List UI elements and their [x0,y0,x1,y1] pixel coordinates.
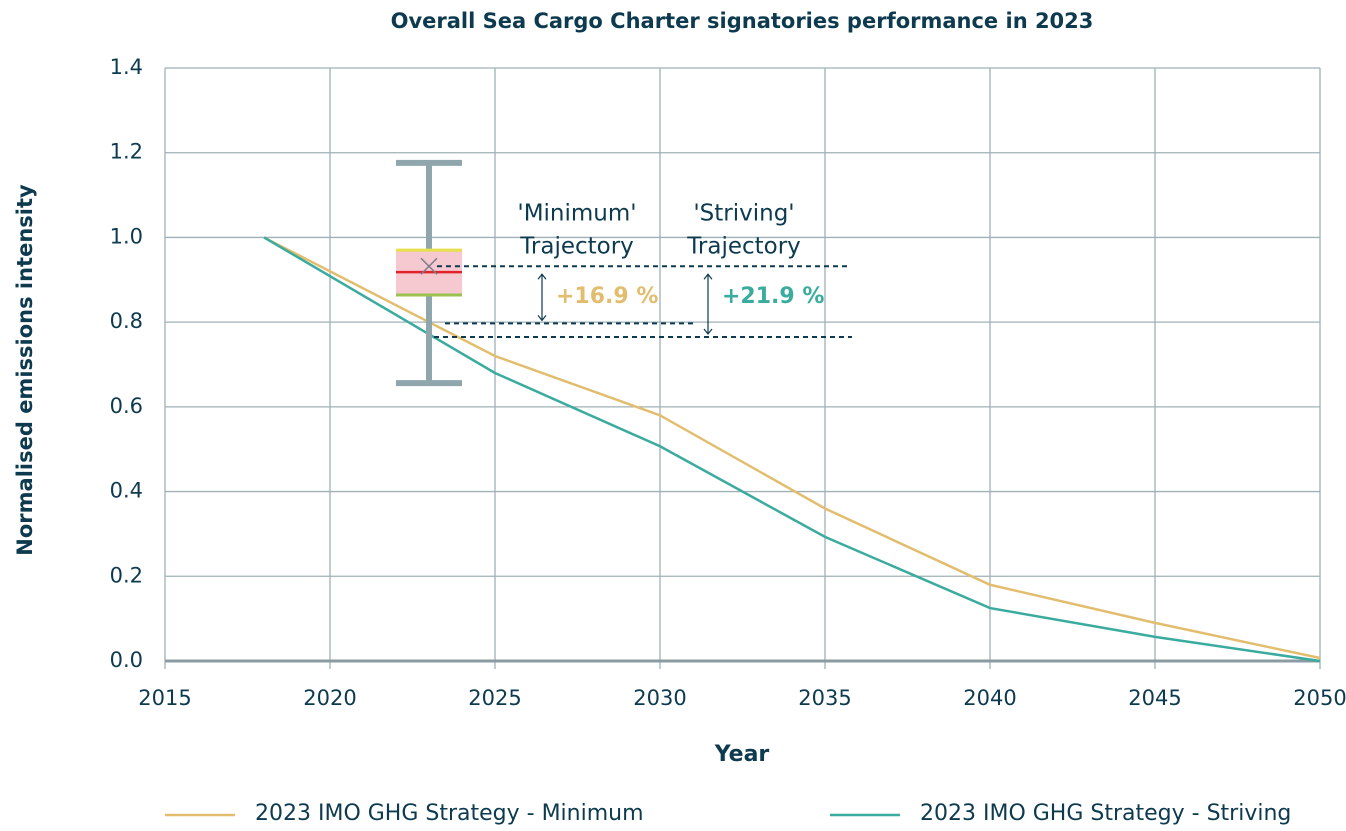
annotation-value: +21.9 % [722,284,824,309]
annotation-title: Trajectory [686,234,801,260]
legend-label: 2023 IMO GHG Strategy - Striving [920,801,1291,826]
mean-marker [420,257,438,275]
x-tick-label: 2035 [798,686,851,710]
annotation-title: 'Minimum' [517,201,636,227]
y-tick-label: 1.0 [110,224,143,248]
x-axis-label: Year [714,742,770,767]
annotation-arrow [703,273,713,335]
chart-title: Overall Sea Cargo Charter signatories pe… [391,9,1094,33]
y-tick-label: 0.8 [110,309,143,333]
x-tick-label: 2020 [303,686,356,710]
legend-label: 2023 IMO GHG Strategy - Minimum [255,801,644,826]
y-tick-label: 0.4 [110,479,143,503]
x-tick-label: 2030 [633,686,686,710]
series-line [263,236,1321,660]
x-tick-label: 2050 [1293,686,1346,710]
annotation-title: Trajectory [519,234,634,260]
x-tick-label: 2025 [468,686,521,710]
x-tick-label: 2040 [963,686,1016,710]
y-tick-label: 1.4 [110,55,143,79]
y-tick-label: 0.2 [110,563,143,587]
x-tick-label: 2045 [1128,686,1181,710]
y-tick-label: 1.2 [110,140,143,164]
x-tick-label: 2015 [138,686,191,710]
annotation-title: 'Striving' [693,201,794,227]
series-line [263,236,1321,663]
annotation-value: +16.9 % [556,284,658,309]
y-tick-label: 0.6 [110,394,143,418]
y-tick-label: 0.0 [110,648,143,672]
y-axis-label: Normalised emissions intensity [13,184,37,556]
annotation-arrow [537,273,547,322]
